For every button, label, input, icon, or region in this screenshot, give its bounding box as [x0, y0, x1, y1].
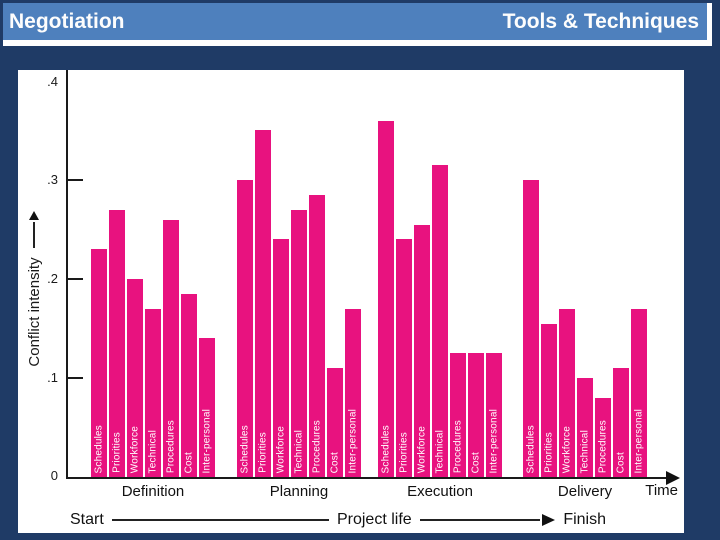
slide-title-right: Tools & Techniques — [502, 10, 699, 33]
bar-label: Workforce — [129, 425, 141, 473]
bar-delivery-cost: Cost — [613, 368, 629, 477]
bar-execution-schedules: Schedules — [378, 121, 394, 477]
bar-planning-inter-personal: Inter-personal — [345, 309, 361, 477]
right-arrow-icon — [542, 514, 556, 526]
y-tick — [68, 179, 83, 181]
bar-planning-technical: Technical — [291, 210, 307, 477]
bar-label: Inter-personal — [347, 408, 359, 474]
bar-delivery-technical: Technical — [577, 378, 593, 477]
bar-label: Technical — [579, 429, 591, 474]
bar-label: Technical — [147, 429, 159, 474]
bar-label: Schedules — [93, 424, 105, 474]
phase-label-delivery: Delivery — [557, 483, 613, 500]
bar-planning-cost: Cost — [327, 368, 343, 477]
phase-label-planning: Planning — [269, 483, 329, 500]
bar-label: Priorities — [398, 432, 410, 473]
bar-delivery-procedures: Procedures — [595, 398, 611, 477]
bar-group-planning: Schedules Priorities Workforce Technical Pro… — [237, 130, 361, 477]
y-tick — [68, 377, 83, 379]
bar-execution-workforce: Workforce — [414, 225, 430, 477]
bar-label: Inter-personal — [201, 408, 213, 474]
y-tick-label: .2 — [47, 271, 58, 286]
bar-execution-procedures: Procedures — [450, 353, 466, 477]
up-arrow-icon — [29, 211, 39, 221]
bar-definition-cost: Cost — [181, 294, 197, 477]
bar-label: Priorities — [111, 432, 123, 473]
bar-label: Cost — [470, 451, 482, 473]
y-tick — [68, 278, 83, 280]
y-tick-label: .4 — [47, 74, 58, 89]
y-tick-label: .3 — [47, 172, 58, 187]
timeline-end-label: Finish — [563, 511, 606, 528]
chart-panel: Conflict intensity .4 .3 .2 .1 0 Schedul… — [18, 70, 684, 533]
bar-group-execution: Schedules Priorities Workforce Technical Pro… — [378, 121, 502, 477]
bar-execution-priorities: Priorities — [396, 239, 412, 477]
timeline-start-label: Start — [70, 511, 104, 528]
bar-label: Cost — [183, 451, 195, 473]
bar-label: Priorities — [257, 432, 269, 473]
bar-label: Workforce — [416, 425, 428, 473]
y-axis-arrow-line — [33, 222, 35, 249]
bar-definition-schedules: Schedules — [91, 249, 107, 477]
bar-label: Cost — [329, 451, 341, 473]
phase-label-definition: Definition — [121, 483, 185, 500]
bar-definition-technical: Technical — [145, 309, 161, 477]
bar-label: Procedures — [452, 419, 464, 473]
bar-label: Procedures — [597, 419, 609, 473]
bar-label: Inter-personal — [488, 408, 500, 474]
bar-label: Technical — [293, 429, 305, 474]
bar-label: Schedules — [525, 424, 537, 474]
bar-label: Technical — [434, 429, 446, 474]
y-axis — [66, 70, 68, 479]
timeline-line — [419, 519, 541, 521]
bar-planning-schedules: Schedules — [237, 180, 253, 477]
bar-label: Workforce — [275, 425, 287, 473]
x-axis-label: Time — [645, 482, 678, 499]
bar-definition-priorities: Priorities — [109, 210, 125, 477]
title-bar: Negotiation Tools & Techniques — [3, 3, 712, 46]
bar-label: Schedules — [239, 424, 251, 474]
bar-execution-technical: Technical — [432, 165, 448, 477]
phase-label-execution: Execution — [407, 483, 473, 500]
bar-delivery-workforce: Workforce — [559, 309, 575, 477]
bar-execution-cost: Cost — [468, 353, 484, 477]
bar-definition-workforce: Workforce — [127, 279, 143, 477]
bar-definition-procedures: Procedures — [163, 220, 179, 477]
bar-label: Cost — [615, 451, 627, 473]
x-axis — [66, 477, 668, 479]
bar-delivery-inter-personal: Inter-personal — [631, 309, 647, 477]
bar-label: Procedures — [311, 419, 323, 473]
timeline-line — [111, 519, 329, 521]
bar-delivery-priorities: Priorities — [541, 324, 557, 477]
y-tick-label: .1 — [47, 370, 58, 385]
project-life-timeline: Start Project life Finish — [70, 511, 606, 529]
bar-definition-inter-personal: Inter-personal — [199, 338, 215, 477]
bar-label: Priorities — [543, 432, 555, 473]
bar-planning-priorities: Priorities — [255, 130, 271, 477]
bar-group-definition: Schedules Priorities Workforce Technical Pro… — [91, 210, 215, 477]
bar-label: Schedules — [380, 424, 392, 474]
right-arrow-icon — [666, 471, 680, 485]
bar-delivery-schedules: Schedules — [523, 180, 539, 477]
timeline-mid-label: Project life — [336, 511, 412, 528]
bar-planning-workforce: Workforce — [273, 239, 289, 477]
bar-label: Inter-personal — [633, 408, 645, 474]
bar-execution-inter-personal: Inter-personal — [486, 353, 502, 477]
bar-planning-procedures: Procedures — [309, 195, 325, 477]
bar-group-delivery: Schedules Priorities Workforce Technical Pro… — [523, 180, 647, 477]
bar-label: Procedures — [165, 419, 177, 473]
slide-title-left: Negotiation — [9, 10, 125, 33]
bar-label: Workforce — [561, 425, 573, 473]
y-tick-label: 0 — [50, 468, 58, 483]
